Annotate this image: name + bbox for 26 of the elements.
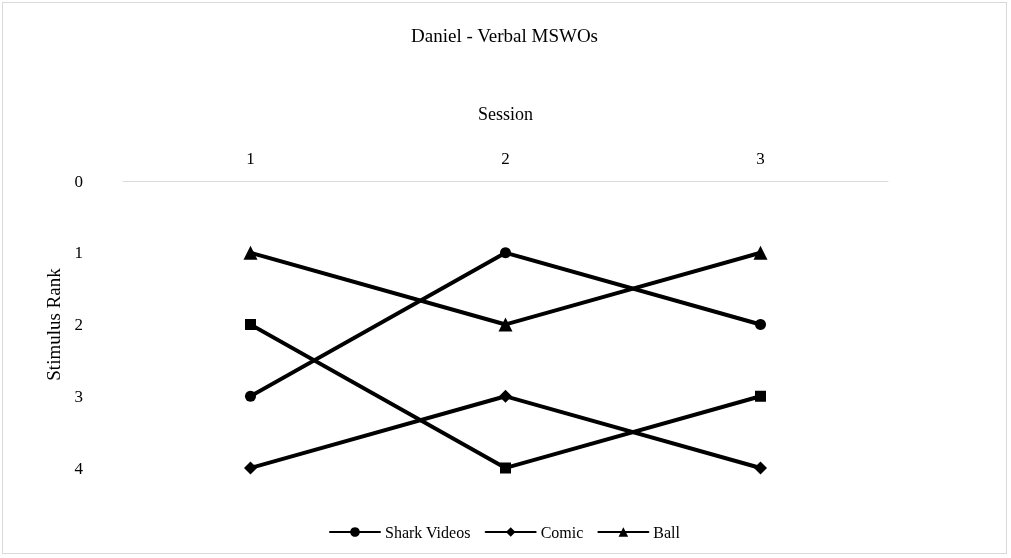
point xyxy=(244,461,257,475)
y-axis-title: Stimulus Rank xyxy=(43,267,64,381)
chart-title: Daniel - Verbal MSWOs xyxy=(411,25,598,46)
legend-label: Ball xyxy=(653,523,681,541)
point xyxy=(755,319,766,330)
point xyxy=(500,247,511,259)
x-tick-label: 1 xyxy=(246,149,255,168)
point xyxy=(499,389,512,403)
point xyxy=(245,319,256,330)
x-tick-label: 2 xyxy=(501,149,510,168)
point xyxy=(755,390,766,402)
y-tick-label: 1 xyxy=(74,243,83,263)
point xyxy=(753,245,768,260)
point xyxy=(754,461,767,475)
x-axis-title: Session xyxy=(477,104,534,124)
point xyxy=(243,245,258,260)
legend-label: Shark Videos xyxy=(384,523,471,541)
y-tick-label: 0 xyxy=(74,171,83,191)
y-tick-label: 4 xyxy=(74,458,84,478)
point xyxy=(500,462,511,474)
y-tick-label: 2 xyxy=(74,315,83,334)
legend-label: Comic xyxy=(540,523,584,541)
y-tick-label: 3 xyxy=(74,386,83,406)
point xyxy=(498,317,513,332)
x-tick-label: 3 xyxy=(756,149,765,168)
point xyxy=(245,390,256,402)
